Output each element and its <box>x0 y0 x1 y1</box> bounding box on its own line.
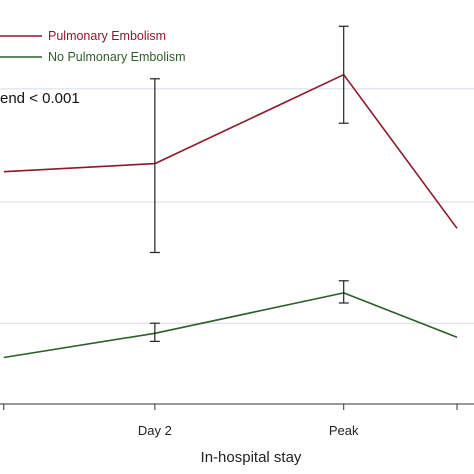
error-bars <box>149 25 349 342</box>
p-trend-annotation: end < 0.001 <box>0 90 80 107</box>
x-axis-title: In-hospital stay <box>201 449 302 466</box>
gridlines <box>0 88 474 324</box>
series-line-0 <box>3 73 458 229</box>
legend: Pulmonary Embolism No Pulmonary Embolism <box>0 29 186 64</box>
x-axis-ticks: Day 2 Peak <box>3 404 458 438</box>
legend-label-pulmonary-embolism: Pulmonary Embolism <box>48 29 166 43</box>
x-tick-label-2: Peak <box>329 423 359 438</box>
legend-label-no-pulmonary-embolism: No Pulmonary Embolism <box>48 50 186 64</box>
series-lines <box>3 73 458 359</box>
x-tick-label-1: Day 2 <box>138 423 172 438</box>
series-line-1 <box>3 292 458 359</box>
